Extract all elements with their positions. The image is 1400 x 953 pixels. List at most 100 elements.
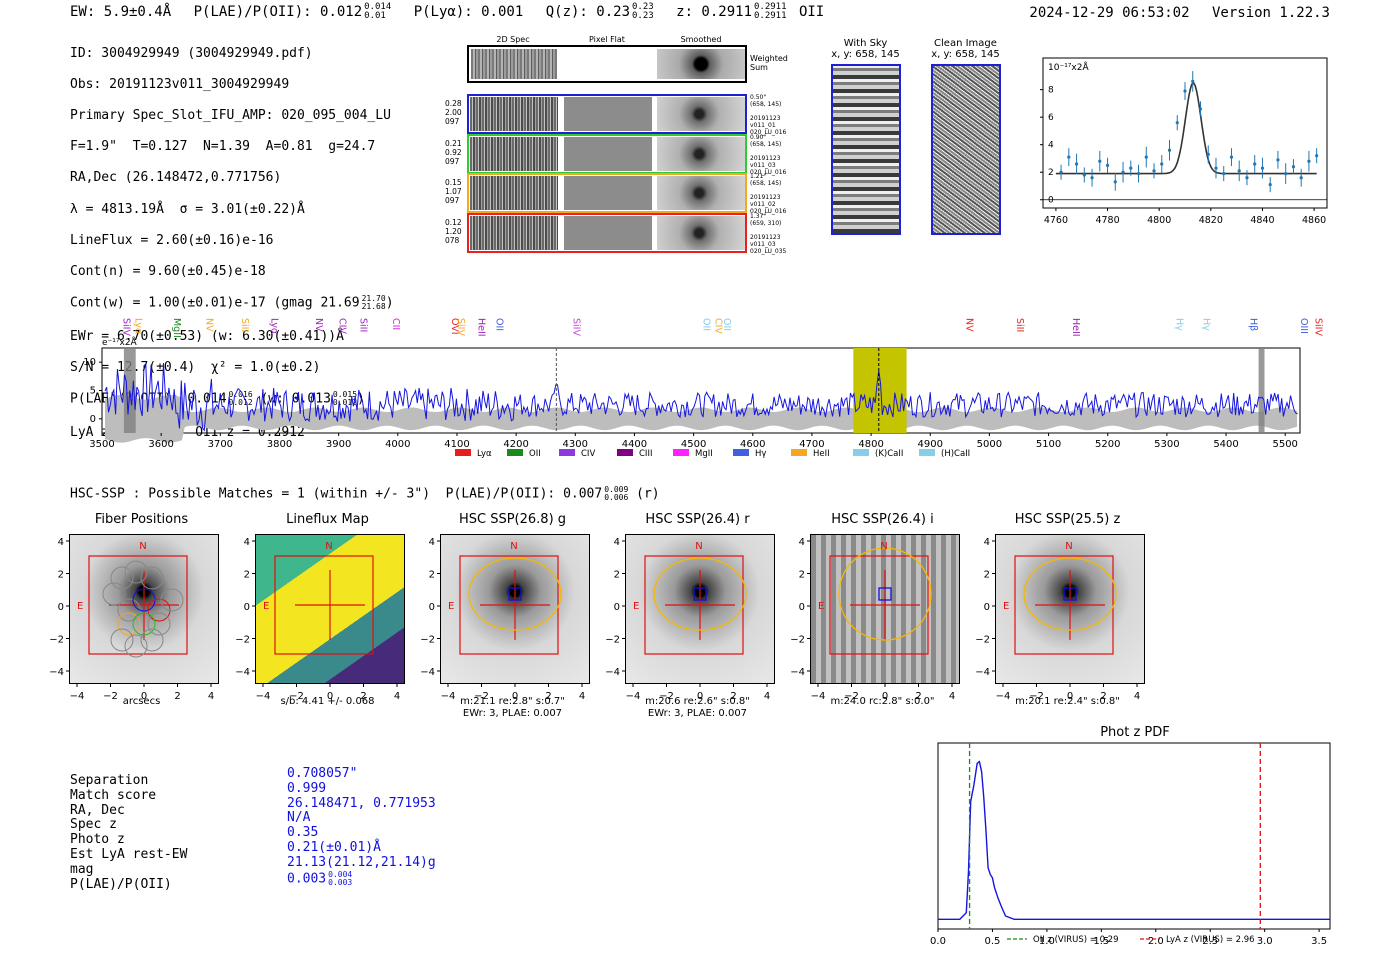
stamp-xtick-label: 2 (360, 691, 366, 702)
zoom-point (1074, 162, 1079, 166)
stamp-caption-line: EWr: 3, PLAE: 0.007 (647, 708, 748, 719)
photz-xtick-label: 1.0 (1039, 936, 1055, 947)
photz-xtick-label: 3.5 (1311, 936, 1327, 947)
full-spec-xtick-label: 5300 (1154, 439, 1179, 450)
zoom-point (1307, 159, 1311, 163)
stamp-ytick-label: 0 (429, 602, 435, 613)
fiber-ring (147, 612, 171, 636)
info-contw: Cont(w) = 1.00(±0.01)e-17 (gmag 21.69 (70, 295, 360, 311)
stamp-title: HSC SSP(26.4) r (645, 512, 750, 527)
zoom-point (1315, 154, 1319, 158)
full-spec-ytick-label: 0 (90, 414, 96, 425)
full-spec-xtick-label: 4500 (681, 439, 706, 450)
spec2d-meta-line: v011_02 (750, 201, 776, 208)
line-label: OII (700, 318, 711, 331)
hsc-title-hi: 0.009 (604, 485, 629, 494)
stamp-title: HSC SSP(25.5) z (1014, 512, 1121, 527)
stamp-ytick-label: 0 (614, 602, 620, 613)
legend-label: OII (529, 449, 541, 459)
legend-label: (H)CaII (941, 449, 970, 459)
stamp-xtick-label: −2 (844, 691, 859, 702)
spec2d-stat: 078 (445, 235, 460, 245)
spec2d-row-stats: 0.15 1.07 097 (445, 178, 462, 205)
spec2d-meta-line: 1.37" (750, 212, 767, 220)
photz-xtick-label: 2.5 (1202, 936, 1218, 947)
header-datetime: 2024-12-29 06:53:02 (1029, 5, 1190, 21)
stamp-caption-line: m:21.1 re:2.8" s:0.7" (460, 696, 565, 707)
full-spec-xtick-label: 4700 (799, 439, 824, 450)
stamp-xtick-label: −2 (659, 691, 674, 702)
zoom-point (1284, 171, 1288, 176)
galaxy-ellipse (838, 547, 932, 641)
hsc-title: HSC-SSP : Possible Matches = 1 (within +… (70, 486, 660, 502)
smoothed-image (657, 176, 745, 210)
east-label: E (818, 601, 824, 612)
stamp-ytick-label: −2 (420, 635, 435, 646)
zoom-xtick-label: 4840 (1250, 215, 1274, 226)
legend-label: CIII (639, 449, 652, 459)
zoom-ylabel: 10⁻¹⁷x2Å (1048, 61, 1089, 73)
stamp-caption: arcsecs (49, 696, 234, 708)
match-label: Spec z (70, 817, 117, 833)
line-label: NV (964, 318, 975, 332)
stamp-ytick-label: −4 (420, 667, 435, 678)
stamp-ytick-label: −4 (975, 667, 990, 678)
stamp-ytick-label: 0 (58, 602, 64, 613)
info-lambda: λ = 4813.19Å σ = 3.01(±0.22)Å (70, 201, 305, 217)
legend-label: (K)CaII (875, 449, 903, 459)
stamp-xtick-label: −4 (811, 691, 826, 702)
stamp-xtick-label: 2 (915, 691, 921, 702)
zoom-point (1152, 169, 1156, 173)
zoom-frame (1042, 57, 1328, 209)
spectrum-line (104, 362, 1298, 432)
spec2d-stat: 097 (445, 117, 460, 126)
line-label: CII (390, 318, 401, 330)
spec2d-stat: 1.07 (445, 187, 462, 196)
stamp-caption: m:24.0 rc:2.8" s:0.0" (790, 696, 975, 708)
match-value: 0.21(±0.01)Å (287, 839, 381, 855)
match-value: N/A (287, 810, 311, 826)
match-label: RA, Dec (70, 802, 125, 818)
hsc-title-text: HSC-SSP : Possible Matches = 1 (within +… (70, 486, 603, 502)
north-label: N (510, 541, 517, 552)
spec2d-stat: 2.00 (445, 108, 462, 117)
with-sky-label: With Sky (843, 38, 888, 49)
full-spec-xtick-label: 3900 (326, 439, 351, 450)
stamp-caption: m:21.1 re:2.8" s:0.7" EWr: 3, PLAE: 0.007 (420, 696, 605, 720)
hsc-title-lo: 0.006 (604, 493, 629, 502)
spec2d-meta-line (750, 227, 786, 234)
fiber-ring (124, 634, 148, 658)
stamp-caption: s/b: 4.41 +/- 0.068 (235, 696, 420, 708)
photz-chart: Phot z PDF 0.0 0.5 1.0 1.5 2.0 2.5 3.0 3.5 OII z… (930, 725, 1331, 947)
stamp-ytick-label: 4 (244, 537, 250, 548)
fiber-ring (124, 560, 148, 584)
stamp-xtick-label: 0 (1067, 691, 1073, 702)
stamp-xtick-label: 4 (1134, 691, 1140, 702)
stamp-xtick-label: 4 (208, 691, 214, 702)
header-qz-hi: 0.23 (632, 2, 654, 12)
match-label: Est LyA rest-EW (70, 846, 188, 862)
stamp-ytick-label: −2 (49, 635, 64, 646)
spec2d-stat: 0.15 (445, 178, 462, 187)
legend-swatch (733, 449, 749, 456)
stamp-ytick-label: 4 (984, 537, 990, 548)
info-plae-lo: 0.012 (228, 398, 253, 408)
match-value: 0.999 (287, 780, 327, 796)
match-value: 21.13(21.12,21.14)g (287, 854, 436, 870)
spec2d-col-title: 2D Spec (496, 35, 530, 44)
spec2d-col-title: Smoothed (680, 35, 722, 44)
stamp-ytick-label: 4 (614, 537, 620, 548)
info-block: ID: 3004929949 (3004929949.pdf) Obs: 201… (70, 45, 394, 440)
full-spec-ytick-label: 5 (90, 386, 96, 397)
spec2d-image (470, 215, 558, 250)
aperture-box (1014, 555, 1114, 655)
line-label: Lyα (269, 318, 280, 334)
full-spec-xtick-label: 4200 (503, 439, 528, 450)
line-label: OII (493, 318, 504, 331)
north-label: N (325, 541, 332, 552)
spec2d-meta-line: v011_03 (750, 161, 776, 169)
stamp-xtick-label: 4 (764, 691, 770, 702)
clean-coords: x, y: 658, 145 (931, 49, 1000, 60)
spec2d-meta-line (750, 187, 786, 194)
